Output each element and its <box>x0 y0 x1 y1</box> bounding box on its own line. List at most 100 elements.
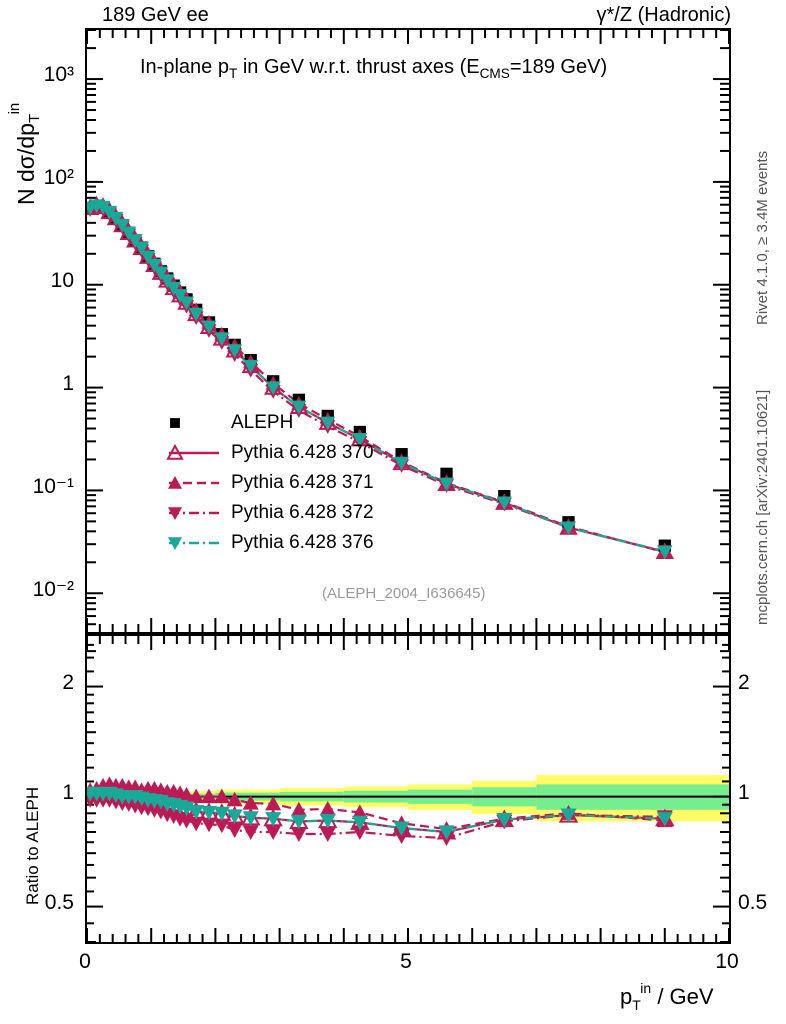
data-marker-square <box>170 418 180 428</box>
data-marker-triangle-down-filled <box>319 813 336 829</box>
data-marker-triangle-up-filled <box>226 791 243 807</box>
data-marker-triangle-down-filled <box>213 806 230 822</box>
data-marker-triangle-down-filled <box>291 400 307 415</box>
data-marker-triangle-down-filled <box>153 266 169 281</box>
ratio-plot-canvas <box>87 636 729 942</box>
data-marker-triangle-up-filled <box>319 800 336 816</box>
data-marker-triangle-down-filled <box>159 274 175 288</box>
data-marker-triangle-down-filled <box>108 211 124 226</box>
data-marker-triangle-down-filled <box>121 226 137 241</box>
data-marker-triangle-down-filled <box>140 250 156 265</box>
ratio-y-tick-2: 0.5 <box>44 890 74 914</box>
main-plot-canvas <box>87 30 729 632</box>
data-marker-triangle-down-filled <box>213 818 230 834</box>
legend-item-4[interactable]: Pythia 6.428 376 <box>165 528 374 558</box>
sidebar-mcplots-ref: mcplots.cern.ch [arXiv:2401.10621] <box>748 330 772 635</box>
data-marker-triangle-up-filled <box>242 795 259 810</box>
x-tick-1: 5 <box>400 950 412 973</box>
data-marker-triangle-down-filled <box>200 805 217 821</box>
main-y-tick-5: 10⁻² <box>32 578 74 602</box>
data-marker-triangle-down-filled <box>561 521 576 536</box>
data-marker-triangle-down-filled <box>319 827 336 842</box>
legend-label-2: Pythia 6.428 371 <box>231 472 374 493</box>
svg-text:mcplots.cern.ch [arXiv:2401.10: mcplots.cern.ch [arXiv:2401.10621] <box>754 390 771 625</box>
data-marker-triangle-down-filled <box>214 332 230 347</box>
data-marker-square <box>440 467 453 480</box>
data-marker-triangle-down-filled <box>200 817 217 833</box>
data-marker-triangle-down-filled <box>351 815 368 831</box>
plot-title: In-plane pT in GeV w.r.t. thrust axes (E… <box>140 56 607 81</box>
legend-label-0: ALEPH <box>231 412 294 433</box>
main-y-tick-2: 10 <box>50 268 74 292</box>
data-marker-triangle-down-filled <box>394 456 410 471</box>
dataset-watermark: (ALEPH_2004_I636645) <box>322 585 486 602</box>
main-y-tick-1: 10² <box>43 165 74 189</box>
title-part-a: In-plane p <box>140 56 229 78</box>
data-marker-triangle-down-filled <box>265 825 282 840</box>
ratio-y-axis-label: Ratio to ALEPH <box>18 730 44 915</box>
data-marker-triangle-down-filled <box>351 825 368 840</box>
data-marker-triangle-down-filled <box>226 823 243 839</box>
data-marker-triangle-up-filled <box>213 788 230 804</box>
legend-label-4: Pythia 6.428 376 <box>231 532 374 553</box>
data-marker-triangle-up-filled <box>290 801 307 817</box>
ratio-y-tick-right-2: 0.5 <box>738 890 768 914</box>
data-marker-triangle-down-filled <box>243 359 259 374</box>
data-marker-triangle-down-filled <box>242 825 259 840</box>
data-marker-triangle-down-filled <box>393 821 410 837</box>
data-marker-triangle-down-filled <box>496 496 512 511</box>
legend-label-1: Pythia 6.428 370 <box>231 442 374 463</box>
data-marker-triangle-down-filled <box>226 809 243 824</box>
data-marker-triangle-down-filled <box>657 545 673 560</box>
main-y-axis-label: N dσ/dpTin <box>4 30 48 216</box>
data-marker-triangle-down-filled <box>134 241 150 256</box>
svg-text:Ratio to ALEPH: Ratio to ALEPH <box>23 787 42 905</box>
x-tick-0: 0 <box>79 950 91 973</box>
main-plot-panel <box>85 28 731 634</box>
title-sub-cms: CMS <box>479 66 510 81</box>
data-marker-triangle-up-open <box>166 443 184 460</box>
data-marker-triangle-down-filled <box>168 537 182 550</box>
main-y-tick-3: 1 <box>62 371 74 395</box>
svg-text:Rivet 4.1.0, ≥ 3.4M events: Rivet 4.1.0, ≥ 3.4M events <box>754 151 771 325</box>
ratio-y-tick-0: 2 <box>62 670 74 694</box>
data-marker-triangle-down-filled <box>265 381 281 396</box>
data-marker-triangle-down-filled <box>320 416 336 431</box>
data-marker-triangle-down-filled <box>127 234 143 248</box>
data-marker-triangle-down-filled <box>438 825 455 840</box>
data-marker-triangle-down-filled <box>393 829 410 845</box>
data-marker-triangle-down-filled <box>166 281 182 296</box>
legend-item-1[interactable]: Pythia 6.428 370 <box>165 438 374 468</box>
svg-text:pTin / GeV: pTin / GeV <box>620 980 714 1013</box>
legend-item-2[interactable]: Pythia 6.428 371 <box>165 468 374 498</box>
data-marker-triangle-down-filled <box>265 812 282 827</box>
header-right: γ*/Z (Hadronic) <box>596 4 731 26</box>
x-axis-label: pTin / GeV <box>620 978 738 1020</box>
data-marker-triangle-down-filled <box>188 307 204 322</box>
legend-item-0[interactable]: ALEPH <box>165 408 374 438</box>
legend-key-2 <box>165 471 223 495</box>
data-marker-triangle-down-filled <box>179 296 195 311</box>
ratio-y-tick-1: 1 <box>62 780 74 804</box>
legend-label-3: Pythia 6.428 372 <box>231 502 374 523</box>
legend-item-3[interactable]: Pythia 6.428 372 <box>165 498 374 528</box>
ratio-y-tick-right-0: 2 <box>738 670 750 694</box>
data-marker-triangle-down-filled <box>146 258 162 273</box>
title-sub-t: T <box>228 66 238 81</box>
main-y-tick-0: 10³ <box>43 63 74 87</box>
data-marker-triangle-down-filled <box>168 507 182 520</box>
data-marker-triangle-down-filled <box>290 814 307 830</box>
data-marker-triangle-down-filled <box>560 808 577 824</box>
data-marker-triangle-down-filled <box>227 344 243 358</box>
data-marker-triangle-up-filled <box>168 476 182 489</box>
x-tick-2: 10 <box>715 950 739 973</box>
legend-key-0 <box>165 411 223 435</box>
title-part-b: in GeV w.r.t. thrust axes (E <box>237 56 480 78</box>
data-marker-triangle-down-filled <box>290 827 307 842</box>
legend-key-3 <box>165 501 223 525</box>
data-marker-triangle-up-filled <box>188 788 205 804</box>
data-marker-triangle-down-filled <box>439 477 455 492</box>
data-marker-triangle-down-filled <box>201 320 217 335</box>
main-y-tick-4: 10⁻¹ <box>32 475 74 499</box>
